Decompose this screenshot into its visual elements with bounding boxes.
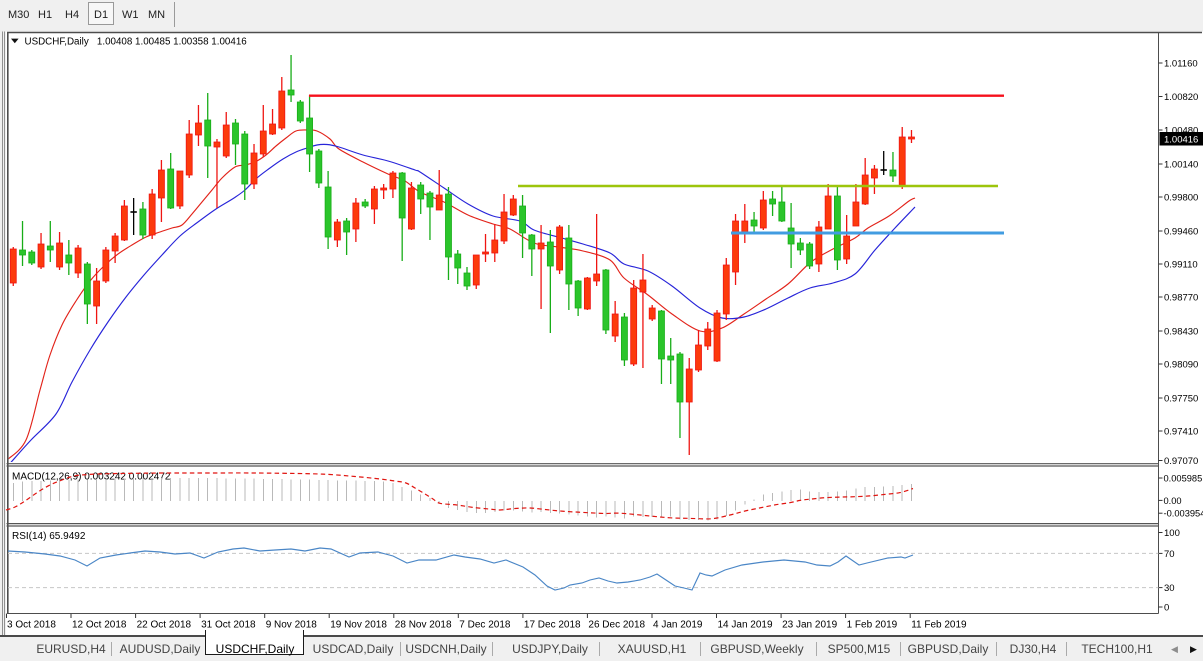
- svg-text:9 Nov 2018: 9 Nov 2018: [266, 620, 318, 631]
- svg-text:7 Dec 2018: 7 Dec 2018: [459, 620, 511, 631]
- svg-text:0.98430: 0.98430: [1164, 327, 1198, 338]
- svg-text:28 Nov 2018: 28 Nov 2018: [395, 620, 452, 631]
- svg-text:1.00480: 1.00480: [1164, 126, 1198, 137]
- svg-text:0.99800: 0.99800: [1164, 193, 1198, 204]
- svg-text:-0.003954: -0.003954: [1164, 509, 1203, 519]
- svg-text:0.00: 0.00: [1164, 496, 1182, 506]
- svg-text:100: 100: [1164, 528, 1180, 539]
- svg-text:14 Jan 2019: 14 Jan 2019: [718, 620, 773, 631]
- svg-text:1.00416: 1.00416: [1164, 135, 1198, 146]
- svg-text:1.00820: 1.00820: [1164, 92, 1198, 103]
- svg-text:11 Feb 2019: 11 Feb 2019: [911, 620, 967, 631]
- svg-text:30: 30: [1164, 583, 1175, 594]
- svg-text:1 Feb 2019: 1 Feb 2019: [847, 620, 898, 631]
- svg-text:USDCHF,Daily 1.00408 1.00485: USDCHF,Daily 1.00408 1.00485 1.00358 1.0…: [25, 36, 248, 47]
- svg-text:0.99110: 0.99110: [1164, 260, 1198, 271]
- svg-text:22 Oct 2018: 22 Oct 2018: [137, 620, 192, 631]
- svg-text:MACD(12,26,9) 0.003242 0.00247: MACD(12,26,9) 0.003242 0.002472: [12, 472, 171, 483]
- svg-text:17 Dec 2018: 17 Dec 2018: [524, 620, 581, 631]
- svg-text:3 Oct 2018: 3 Oct 2018: [7, 620, 56, 631]
- svg-text:19 Nov 2018: 19 Nov 2018: [330, 620, 387, 631]
- svg-text:26 Dec 2018: 26 Dec 2018: [588, 620, 645, 631]
- svg-text:0.005985: 0.005985: [1164, 474, 1203, 484]
- svg-text:RSI(14) 65.9492: RSI(14) 65.9492: [12, 531, 86, 542]
- svg-text:1.01160: 1.01160: [1164, 59, 1198, 70]
- svg-text:0.98770: 0.98770: [1164, 293, 1198, 304]
- svg-text:0.98090: 0.98090: [1164, 360, 1198, 371]
- svg-text:0.99460: 0.99460: [1164, 227, 1198, 238]
- svg-text:12 Oct 2018: 12 Oct 2018: [72, 620, 127, 631]
- svg-text:70: 70: [1164, 549, 1175, 560]
- svg-text:0: 0: [1164, 603, 1169, 614]
- svg-text:23 Jan 2019: 23 Jan 2019: [782, 620, 837, 631]
- svg-text:0.97750: 0.97750: [1164, 394, 1198, 405]
- svg-text:31 Oct 2018: 31 Oct 2018: [201, 620, 256, 631]
- svg-text:0.97070: 0.97070: [1164, 456, 1198, 467]
- svg-text:1.00140: 1.00140: [1164, 160, 1198, 171]
- svg-text:4 Jan 2019: 4 Jan 2019: [653, 620, 703, 631]
- svg-text:0.97410: 0.97410: [1164, 427, 1198, 438]
